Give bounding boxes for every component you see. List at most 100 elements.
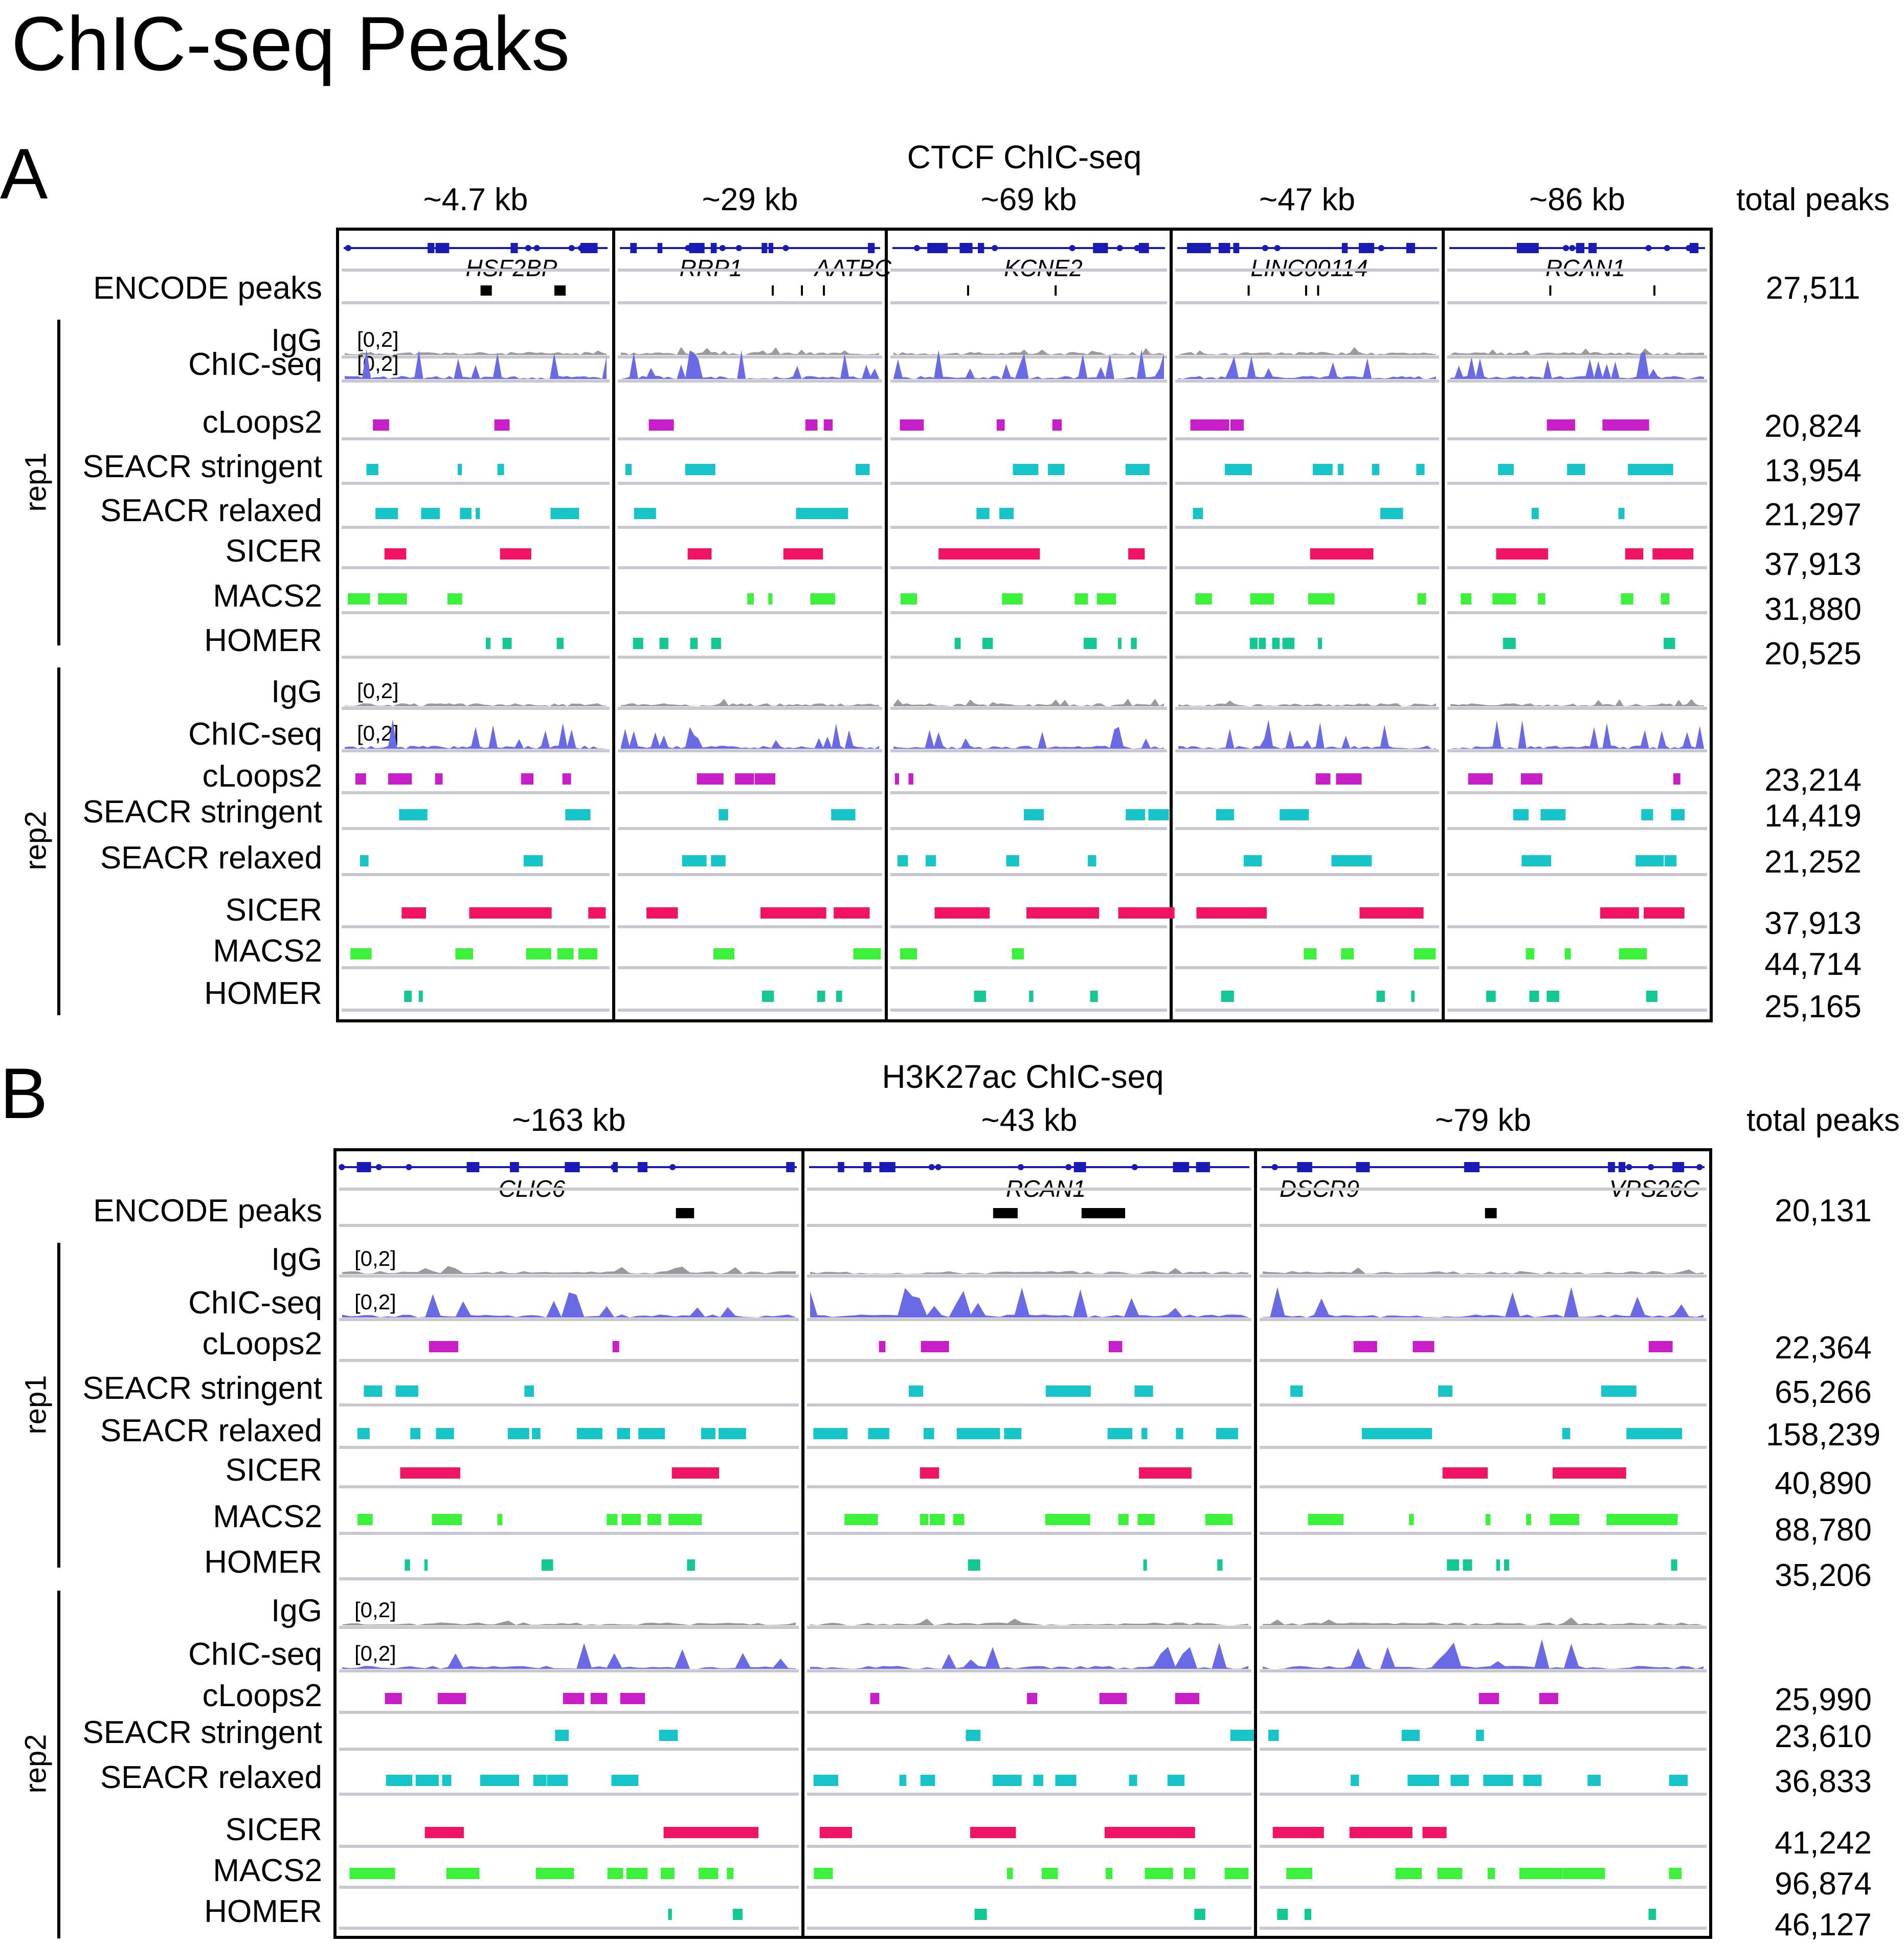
peak-call <box>1606 1514 1629 1525</box>
encode-peak <box>554 285 566 296</box>
igg-signal <box>1178 347 1436 355</box>
peak-call <box>1567 464 1585 475</box>
peak-call <box>727 1868 734 1879</box>
encode-peak <box>676 1208 695 1218</box>
peak-call <box>923 1428 929 1439</box>
gene-arrow-mark <box>568 245 575 251</box>
exon-mark <box>1675 1162 1683 1172</box>
peak-call <box>357 1428 370 1439</box>
peak-call <box>1526 1514 1531 1525</box>
peak-call <box>1336 773 1362 785</box>
peak-call <box>697 773 724 785</box>
gene-arrow-mark <box>525 245 531 251</box>
exon-mark <box>356 1162 371 1172</box>
peak-call <box>521 773 534 785</box>
peak-call <box>810 593 836 605</box>
locus-span-label: ~86 kb <box>1529 182 1625 217</box>
exon-mark <box>1233 243 1240 253</box>
peak-call <box>1118 907 1175 919</box>
peak-call <box>1564 948 1571 959</box>
peak-call <box>455 948 473 959</box>
peak-call <box>966 1730 981 1741</box>
peak-call <box>1193 508 1203 519</box>
peak-call <box>1118 1514 1129 1525</box>
peak-call <box>404 991 412 1002</box>
peak-call <box>497 1514 503 1525</box>
peak-call <box>790 907 826 919</box>
peak-call <box>1134 1386 1153 1397</box>
peak-call <box>908 773 913 785</box>
gene-arrow-mark <box>406 1164 412 1170</box>
peak-call <box>1521 855 1528 866</box>
peak-call <box>378 593 407 605</box>
track-label: IgG <box>271 674 322 709</box>
peak-call <box>983 548 1040 560</box>
peak-call <box>1175 1693 1200 1704</box>
total-peaks-value: 25,165 <box>1764 989 1862 1024</box>
peak-call <box>1131 638 1137 649</box>
peak-call <box>502 638 512 649</box>
peak-call <box>533 1775 547 1786</box>
peak-call <box>1129 1775 1137 1786</box>
peak-call <box>1083 638 1097 649</box>
exon-mark <box>565 1162 580 1172</box>
peak-call <box>410 1428 420 1439</box>
peak-call <box>638 1428 665 1439</box>
chic-signal <box>1263 1639 1704 1669</box>
gene-arrow-mark <box>1686 245 1692 251</box>
peak-call <box>1529 991 1539 1002</box>
peak-call <box>1621 593 1633 605</box>
exon-mark <box>1173 1162 1190 1172</box>
peak-call <box>707 1827 759 1838</box>
peak-call <box>870 1693 880 1704</box>
peak-call <box>897 855 908 866</box>
exon-mark <box>881 1162 895 1172</box>
total-peaks-value: 96,874 <box>1775 1866 1872 1902</box>
encode-peak <box>1247 285 1250 296</box>
peak-call <box>1052 419 1062 431</box>
peak-call <box>621 1514 641 1525</box>
igg-signal <box>893 699 1164 706</box>
peak-call <box>1646 855 1664 866</box>
total-peaks-value: 14,419 <box>1764 798 1862 834</box>
exon-mark <box>630 243 637 253</box>
peak-call <box>1644 1428 1665 1439</box>
peak-call <box>555 1730 569 1741</box>
encode-peak <box>480 285 492 296</box>
encode-peak <box>1055 285 1057 296</box>
peak-call <box>1090 991 1098 1002</box>
peak-call <box>953 1514 965 1525</box>
gene-arrow-mark <box>1262 245 1268 251</box>
peak-call <box>1096 593 1116 605</box>
peak-call <box>900 419 924 431</box>
peak-call <box>718 1428 746 1439</box>
peak-call <box>1552 1467 1605 1479</box>
track-label: SICER <box>225 533 322 569</box>
peak-call <box>768 593 773 605</box>
figure-title: ChIC-seq Peaks <box>11 1 570 86</box>
peak-call <box>634 508 656 519</box>
peak-call <box>848 907 870 919</box>
peak-call <box>819 1827 852 1838</box>
peak-call <box>1002 593 1023 605</box>
track-label: cLoops2 <box>202 1678 322 1713</box>
gene-arrow-mark <box>992 245 998 251</box>
peak-call <box>1179 1775 1185 1786</box>
track-label: MACS2 <box>213 1499 322 1534</box>
peak-call <box>360 855 369 866</box>
peak-call <box>668 1909 672 1920</box>
exon-mark <box>1093 243 1108 253</box>
peak-call <box>1230 1730 1254 1741</box>
peak-call <box>1041 1868 1058 1879</box>
peak-call <box>1547 991 1559 1002</box>
gene-arrow-mark <box>1664 245 1670 251</box>
peak-call <box>1280 809 1309 820</box>
track-label: HOMER <box>204 1894 322 1929</box>
peak-call <box>497 464 504 475</box>
peak-call <box>557 948 574 959</box>
igg-signal <box>342 1620 796 1625</box>
igg-signal <box>345 703 607 706</box>
peak-call <box>796 508 816 519</box>
gene-arrow-mark <box>1116 245 1123 251</box>
peak-call <box>954 638 961 649</box>
